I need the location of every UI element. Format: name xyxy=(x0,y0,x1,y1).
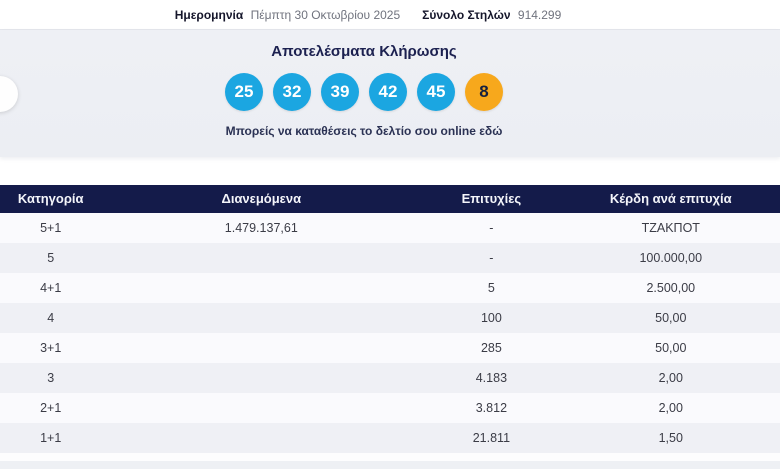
cell-distributed: 1.479.137,61 xyxy=(224,221,298,235)
cell-winners: 4.183 xyxy=(475,371,508,385)
prize-table-header: Κατηγορία Διανεμόμενα Επιτυχίες Κέρδη αν… xyxy=(0,185,780,213)
lottery-ball-5: 45 xyxy=(417,73,455,111)
cell-category: 3+1 xyxy=(40,341,62,355)
cell-distributed xyxy=(101,393,421,423)
cell-prize: 2.500,00 xyxy=(646,281,696,295)
cell-distributed xyxy=(101,303,421,333)
table-row: 4 100 50,00 xyxy=(0,303,780,333)
cell-category: 4+1 xyxy=(40,281,62,295)
table-row: 5 - 100.000,00 xyxy=(0,243,780,273)
draw-results-section: Αποτελέσματα Κλήρωσης 25 32 39 42 45 8 Μ… xyxy=(0,30,780,157)
cell-prize: 100.000,00 xyxy=(639,251,703,265)
cell-distributed xyxy=(101,423,421,453)
cell-winners: - xyxy=(489,251,494,265)
total-columns: Σύνολο Στηλών 914.299 xyxy=(422,8,561,22)
cell-distributed xyxy=(101,243,421,273)
lottery-ball-1: 25 xyxy=(225,73,263,111)
cell-winners: 285 xyxy=(480,341,502,355)
cell-prize: 2,00 xyxy=(658,401,683,415)
prize-table: Κατηγορία Διανεμόμενα Επιτυχίες Κέρδη αν… xyxy=(0,185,780,469)
cell-distributed xyxy=(101,333,421,363)
cell-category: 4 xyxy=(47,311,55,325)
cell-winners: 21.811 xyxy=(472,431,511,445)
cell-prize: 50,00 xyxy=(655,311,687,325)
header-distributed: Διανεμόμενα xyxy=(221,191,302,206)
lottery-ball-3: 39 xyxy=(321,73,359,111)
total-columns-value: 914.299 xyxy=(517,7,562,22)
cell-winners: 100 xyxy=(480,311,502,325)
prize-table-body: 5+1 1.479.137,61 - ΤΖΑΚΠΟΤ 5 - 100.000,0… xyxy=(0,213,780,453)
bonus-ball: 8 xyxy=(465,73,503,111)
header-category: Κατηγορία xyxy=(17,191,84,206)
table-row: 5+1 1.479.137,61 - ΤΖΑΚΠΟΤ xyxy=(0,213,780,243)
table-row: 4+1 5 2.500,00 xyxy=(0,273,780,303)
cell-category: 5+1 xyxy=(40,221,62,235)
table-row-partial xyxy=(0,461,780,469)
cell-prize: 1,50 xyxy=(658,431,683,445)
cell-prize: ΤΖΑΚΠΟΤ xyxy=(641,221,700,235)
header-winners: Επιτυχίες xyxy=(461,191,522,206)
draw-date: Ημερομηνία Πέμπτη 30 Οκτωβρίου 2025 xyxy=(175,8,400,22)
cell-category: 1+1 xyxy=(40,431,62,445)
cell-distributed xyxy=(101,363,421,393)
total-columns-label: Σύνολο Στηλών xyxy=(422,7,511,22)
cell-distributed xyxy=(101,273,421,303)
cell-category: 5 xyxy=(47,251,55,265)
side-widget-handle[interactable] xyxy=(0,76,18,112)
cell-category: 3 xyxy=(47,371,55,385)
header-prize: Κέρδη ανά επιτυχία xyxy=(609,191,732,206)
cell-prize: 2,00 xyxy=(658,371,683,385)
table-row: 1+1 21.811 1,50 xyxy=(0,423,780,453)
results-title: Αποτελέσματα Κλήρωσης xyxy=(271,43,457,60)
table-row: 3 4.183 2,00 xyxy=(0,363,780,393)
submit-online-link[interactable]: Μπορείς να καταθέσεις το δελτίο σου onli… xyxy=(225,124,503,138)
cell-winners: 5 xyxy=(487,281,495,295)
cell-winners: 3.812 xyxy=(475,401,508,415)
table-row: 3+1 285 50,00 xyxy=(0,333,780,363)
table-row-separator xyxy=(0,453,780,461)
lottery-ball-4: 42 xyxy=(369,73,407,111)
draw-info-bar: Ημερομηνία Πέμπτη 30 Οκτωβρίου 2025 Σύνο… xyxy=(0,0,780,30)
draw-date-label: Ημερομηνία xyxy=(174,7,244,22)
draw-date-value: Πέμπτη 30 Οκτωβρίου 2025 xyxy=(250,7,401,22)
section-divider xyxy=(0,157,780,185)
cell-winners: - xyxy=(489,221,494,235)
cell-category: 2+1 xyxy=(40,401,62,415)
winning-numbers: 25 32 39 42 45 8 xyxy=(0,73,728,111)
table-row: 2+1 3.812 2,00 xyxy=(0,393,780,423)
cell-prize: 50,00 xyxy=(655,341,687,355)
lottery-ball-2: 32 xyxy=(273,73,311,111)
